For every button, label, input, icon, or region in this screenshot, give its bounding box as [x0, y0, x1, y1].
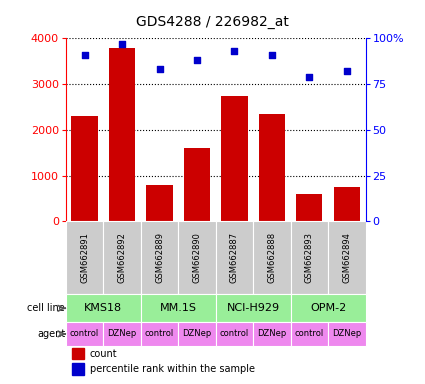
Text: control: control: [145, 329, 174, 338]
Bar: [72, 363, 84, 375]
Bar: [334, 187, 360, 221]
Text: GSM662889: GSM662889: [155, 232, 164, 283]
Bar: [328, 322, 366, 346]
Text: GSM662892: GSM662892: [118, 232, 127, 283]
Text: MM.1S: MM.1S: [160, 303, 197, 313]
Bar: [221, 96, 247, 221]
Bar: [253, 221, 291, 295]
Bar: [291, 221, 328, 295]
Text: OPM-2: OPM-2: [310, 303, 346, 313]
Text: GSM662890: GSM662890: [193, 232, 201, 283]
Text: GSM662888: GSM662888: [267, 232, 276, 283]
Bar: [178, 221, 215, 295]
Bar: [71, 116, 98, 221]
Bar: [103, 221, 141, 295]
Point: [231, 48, 238, 54]
Point: [193, 57, 200, 63]
Text: KMS18: KMS18: [84, 303, 122, 313]
Bar: [66, 322, 103, 346]
Text: DZNep: DZNep: [332, 329, 361, 338]
Text: GSM662893: GSM662893: [305, 232, 314, 283]
Point: [156, 66, 163, 73]
Bar: [291, 322, 328, 346]
Text: count: count: [90, 349, 117, 359]
Point: [81, 52, 88, 58]
Bar: [72, 348, 84, 359]
Text: GSM662891: GSM662891: [80, 232, 89, 283]
Bar: [109, 48, 135, 221]
Text: NCI-H929: NCI-H929: [227, 303, 280, 313]
Text: DZNep: DZNep: [257, 329, 286, 338]
Text: control: control: [70, 329, 99, 338]
Bar: [66, 295, 141, 322]
Point: [269, 52, 275, 58]
Bar: [66, 221, 103, 295]
Bar: [291, 295, 366, 322]
Bar: [141, 221, 178, 295]
Bar: [184, 148, 210, 221]
Bar: [253, 322, 291, 346]
Text: percentile rank within the sample: percentile rank within the sample: [90, 364, 255, 374]
Bar: [141, 295, 215, 322]
Bar: [103, 322, 141, 346]
Point: [343, 68, 350, 74]
Point: [119, 41, 125, 47]
Bar: [215, 322, 253, 346]
Bar: [178, 322, 215, 346]
Bar: [141, 322, 178, 346]
Bar: [215, 295, 291, 322]
Text: GDS4288 / 226982_at: GDS4288 / 226982_at: [136, 15, 289, 29]
Text: DZNep: DZNep: [182, 329, 212, 338]
Text: GSM662887: GSM662887: [230, 232, 239, 283]
Text: control: control: [295, 329, 324, 338]
Text: DZNep: DZNep: [108, 329, 137, 338]
Text: GSM662894: GSM662894: [342, 232, 351, 283]
Bar: [328, 221, 366, 295]
Text: agent: agent: [37, 329, 65, 339]
Bar: [215, 221, 253, 295]
Bar: [296, 194, 323, 221]
Bar: [259, 114, 285, 221]
Point: [306, 74, 313, 80]
Bar: [146, 185, 173, 221]
Text: control: control: [220, 329, 249, 338]
Text: cell line: cell line: [27, 303, 65, 313]
